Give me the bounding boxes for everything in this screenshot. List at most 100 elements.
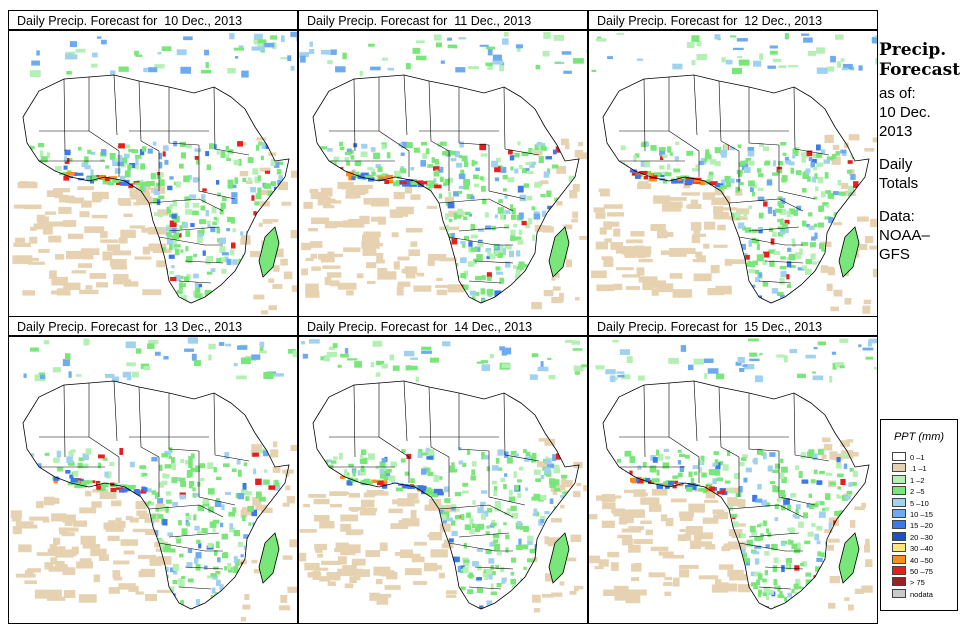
legend-label: 15 –20 [910,521,933,531]
legend-label: 0 –1 [910,453,925,462]
legend-label: 10 –15 [910,510,933,519]
data-source2: GFS [879,246,910,263]
legend-swatch [892,577,906,587]
legend-label: 50 –75 [910,567,933,576]
madagascar-outline [548,226,570,278]
legend-item: 1 –2 [892,474,925,486]
country-borders [39,75,250,284]
forecast-panel-dec-13: Daily Precip. Forecast for 13 Dec., 2013 [8,316,300,624]
precip-map-dec-10 [8,30,298,318]
africa-outline [602,74,870,304]
madagascar-outline [548,532,570,584]
legend-label: > 75 [910,578,925,588]
data-label: Data: [879,208,915,225]
legend-swatch [892,486,906,496]
legend-item: nodata [892,588,933,600]
country-borders [39,381,250,590]
legend-item: 15 –20 [892,520,933,531]
date-line2: 2013 [879,123,913,140]
legend-item: 2 –5 [892,486,925,497]
panel-title: Daily Precip. Forecast for 15 Dec., 2013 [588,316,878,336]
panel-title: Daily Precip. Forecast for 13 Dec., 2013 [8,316,298,336]
legend-swatch [892,566,906,575]
northern-rain [29,31,297,78]
dry-drizzle-areas [10,441,297,622]
legend-item: 20 –30 [892,531,933,543]
legend-swatch [892,531,906,541]
northern-rain [301,339,587,383]
precip-map-dec-13 [8,336,298,624]
legend-swatch [892,463,906,473]
africa-outline [312,74,580,304]
africa-outline [602,380,870,610]
dry-drizzle-areas [299,438,587,613]
madagascar-outline [258,226,280,278]
northern-rain [23,337,297,383]
legend-item: 0 –1 [892,452,925,463]
africa-outline [312,380,580,610]
legend-swatch [892,520,906,530]
legend-label: 5 –10 [910,498,929,508]
heading-forecast: Forecast [879,60,961,80]
totals-line1: Daily [879,156,913,173]
country-borders [619,381,830,590]
precip-map-dec-12 [588,30,878,318]
legend-title: PPT (mm) [893,431,945,443]
legend-label: 40 –50 [910,555,933,565]
legend-swatch [892,588,906,598]
legend-swatch [892,543,906,553]
africa-outline [22,380,290,610]
as-of-label: as of: [879,85,916,102]
heading-precip: Precip. [879,40,947,60]
country-borders [619,75,830,284]
legend-item: 5 –10 [892,497,929,509]
madagascar-outline [258,532,280,584]
legend-label: 2 –5 [910,487,925,497]
legend-swatch [892,474,906,484]
northern-rain [591,32,877,75]
madagascar-outline [838,532,860,584]
legend-label: 1 –2 [910,475,925,485]
forecast-panel-dec-10: Daily Precip. Forecast for 10 Dec., 2013 [8,10,300,318]
dry-drizzle-areas [12,137,297,315]
forecast-panel-dec-12: Daily Precip. Forecast for 12 Dec., 2013 [588,10,880,318]
forecast-panel-dec-11: Daily Precip. Forecast for 11 Dec., 2013 [298,10,590,318]
legend-label: 30 –40 [910,544,933,554]
madagascar-outline [838,226,860,278]
legend-swatch [892,509,906,518]
legend-item: 50 –75 [892,566,933,577]
legend-item: 10 –15 [892,509,933,520]
data-source1: NOAA– [879,227,930,244]
legend-label: .1 –1 [910,464,927,474]
forecast-panel-dec-15: Daily Precip. Forecast for 15 Dec., 2013 [588,316,880,624]
legend-item: .1 –1 [892,463,927,474]
info-sidebar: Precip. Forecast as of: 10 Dec. 2013 Dai… [879,40,963,264]
legend-label: 20 –30 [910,532,933,542]
country-borders [329,381,540,590]
precip-map-dec-14 [298,336,588,624]
country-borders [329,75,540,284]
date-line1: 10 Dec. [879,104,931,121]
legend-swatch [892,554,906,564]
precip-map-dec-11 [298,30,588,318]
northern-rain [299,31,587,77]
legend-label: nodata [910,589,933,599]
precip-map-dec-15 [588,336,878,624]
precip-legend: PPT (mm) 0 –1 .1 –1 1 –2 2 –5 5 –10 10 –15 15 … [880,419,958,611]
gulf-rain-band [52,476,148,494]
legend-item: 30 –40 [892,543,933,554]
legend-item: > 75 [892,577,925,588]
dry-drizzle-areas [301,138,587,310]
legend-swatch [892,452,906,461]
panel-title: Daily Precip. Forecast for 12 Dec., 2013 [588,10,878,30]
panel-title: Daily Precip. Forecast for 10 Dec., 2013 [8,10,298,30]
gulf-rain-band [339,475,444,496]
legend-item: 40 –50 [892,554,933,566]
totals-line2: Totals [879,175,919,192]
northern-rain [595,338,877,383]
panel-title: Daily Precip. Forecast for 11 Dec., 2013 [298,10,588,30]
forecast-panel-dec-14: Daily Precip. Forecast for 14 Dec., 2013 [298,316,590,624]
africa-outline [22,74,290,304]
panel-title: Daily Precip. Forecast for 14 Dec., 2013 [298,316,588,336]
legend-swatch [892,497,906,507]
